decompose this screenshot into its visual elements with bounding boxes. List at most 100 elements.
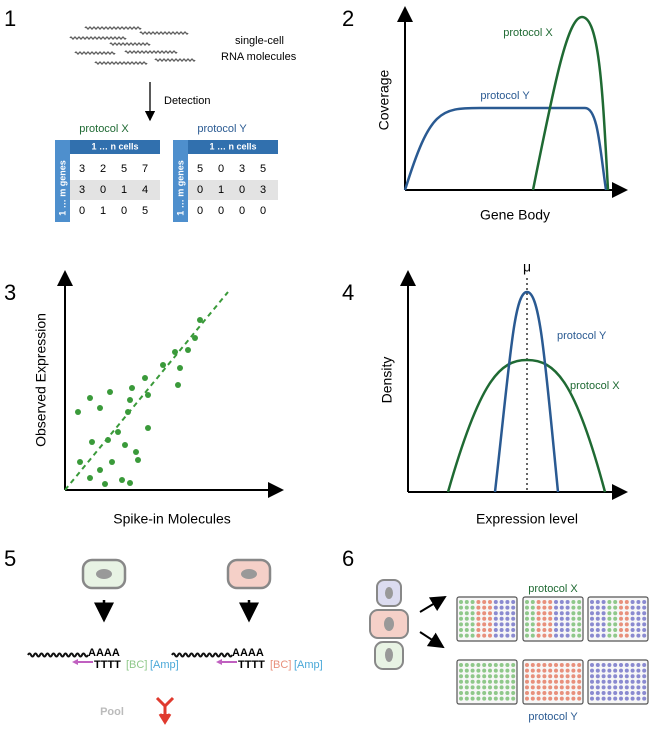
well xyxy=(590,605,594,610)
well xyxy=(470,696,475,701)
well xyxy=(525,600,529,604)
well xyxy=(630,691,635,695)
well xyxy=(542,696,547,701)
well xyxy=(505,696,510,701)
row-header xyxy=(173,140,188,222)
well xyxy=(559,622,564,627)
coverage-curve xyxy=(403,106,608,191)
well xyxy=(607,633,612,638)
well xyxy=(525,685,529,690)
well xyxy=(542,616,547,621)
well xyxy=(459,696,463,701)
nucleus xyxy=(385,648,393,662)
well xyxy=(499,674,504,679)
rna-molecule xyxy=(124,50,178,54)
well xyxy=(571,600,576,604)
scatter-point xyxy=(97,405,103,411)
well xyxy=(548,679,553,684)
well xyxy=(607,663,612,667)
well xyxy=(619,663,623,667)
well xyxy=(601,663,606,667)
well xyxy=(459,668,463,673)
well xyxy=(565,679,570,684)
column-header-label: 1 … n cells xyxy=(209,141,256,151)
table-cell: 2 xyxy=(100,163,106,175)
well xyxy=(624,663,629,667)
well xyxy=(499,668,504,673)
well xyxy=(565,628,570,632)
well xyxy=(525,605,529,610)
well xyxy=(525,616,529,621)
well xyxy=(470,628,475,632)
well xyxy=(470,611,475,616)
well xyxy=(511,696,516,701)
panel-number: 2 xyxy=(342,6,354,31)
well xyxy=(511,622,516,627)
well xyxy=(624,622,629,627)
x-label: Spike-in Molecules xyxy=(113,511,231,527)
well xyxy=(505,674,510,679)
well xyxy=(511,628,516,632)
molecules-label: single-cell xyxy=(235,35,284,47)
well xyxy=(601,600,606,604)
table-cell: 3 xyxy=(79,184,85,196)
well xyxy=(488,611,492,616)
well xyxy=(601,616,606,621)
well xyxy=(619,605,623,610)
table-cell: 5 xyxy=(142,205,148,217)
well xyxy=(542,622,547,627)
arrow xyxy=(419,595,447,613)
well xyxy=(530,605,535,610)
table-cell: 3 xyxy=(260,184,266,196)
table-cell: 1 xyxy=(218,184,224,196)
well xyxy=(595,633,600,638)
well xyxy=(548,663,553,667)
well xyxy=(505,628,510,632)
well xyxy=(505,600,510,604)
well xyxy=(548,605,553,610)
well xyxy=(482,622,487,627)
well xyxy=(601,611,606,616)
well xyxy=(459,685,463,690)
row-header-label: 1 … m genes xyxy=(175,160,185,216)
protocol-label: protocol Y xyxy=(528,711,578,723)
well xyxy=(505,679,510,684)
well xyxy=(642,679,647,684)
well xyxy=(464,611,469,616)
rna-molecules xyxy=(69,26,196,65)
well xyxy=(525,679,529,684)
density-curve xyxy=(493,290,560,493)
nucleus xyxy=(385,587,393,599)
well xyxy=(630,622,635,627)
protocol-label: protocol X xyxy=(528,583,578,595)
well xyxy=(464,668,469,673)
well xyxy=(536,628,541,632)
well xyxy=(554,605,558,610)
well xyxy=(542,668,547,673)
well xyxy=(464,663,469,667)
well xyxy=(459,616,463,621)
well xyxy=(624,633,629,638)
scatter-point xyxy=(107,389,113,395)
well xyxy=(595,691,600,695)
well xyxy=(565,663,570,667)
well xyxy=(577,674,582,679)
well xyxy=(554,611,558,616)
well xyxy=(630,611,635,616)
well xyxy=(505,622,510,627)
well xyxy=(636,674,641,679)
well xyxy=(536,696,541,701)
well xyxy=(459,622,463,627)
well xyxy=(613,633,618,638)
well xyxy=(624,668,629,673)
well xyxy=(559,611,564,616)
well xyxy=(511,616,516,621)
table-cell: 0 xyxy=(239,184,245,196)
mean-label: μ xyxy=(523,259,531,275)
well xyxy=(642,674,647,679)
well xyxy=(607,628,612,632)
well xyxy=(565,622,570,627)
table-cell: 0 xyxy=(197,184,203,196)
well xyxy=(595,622,600,627)
well xyxy=(636,622,641,627)
